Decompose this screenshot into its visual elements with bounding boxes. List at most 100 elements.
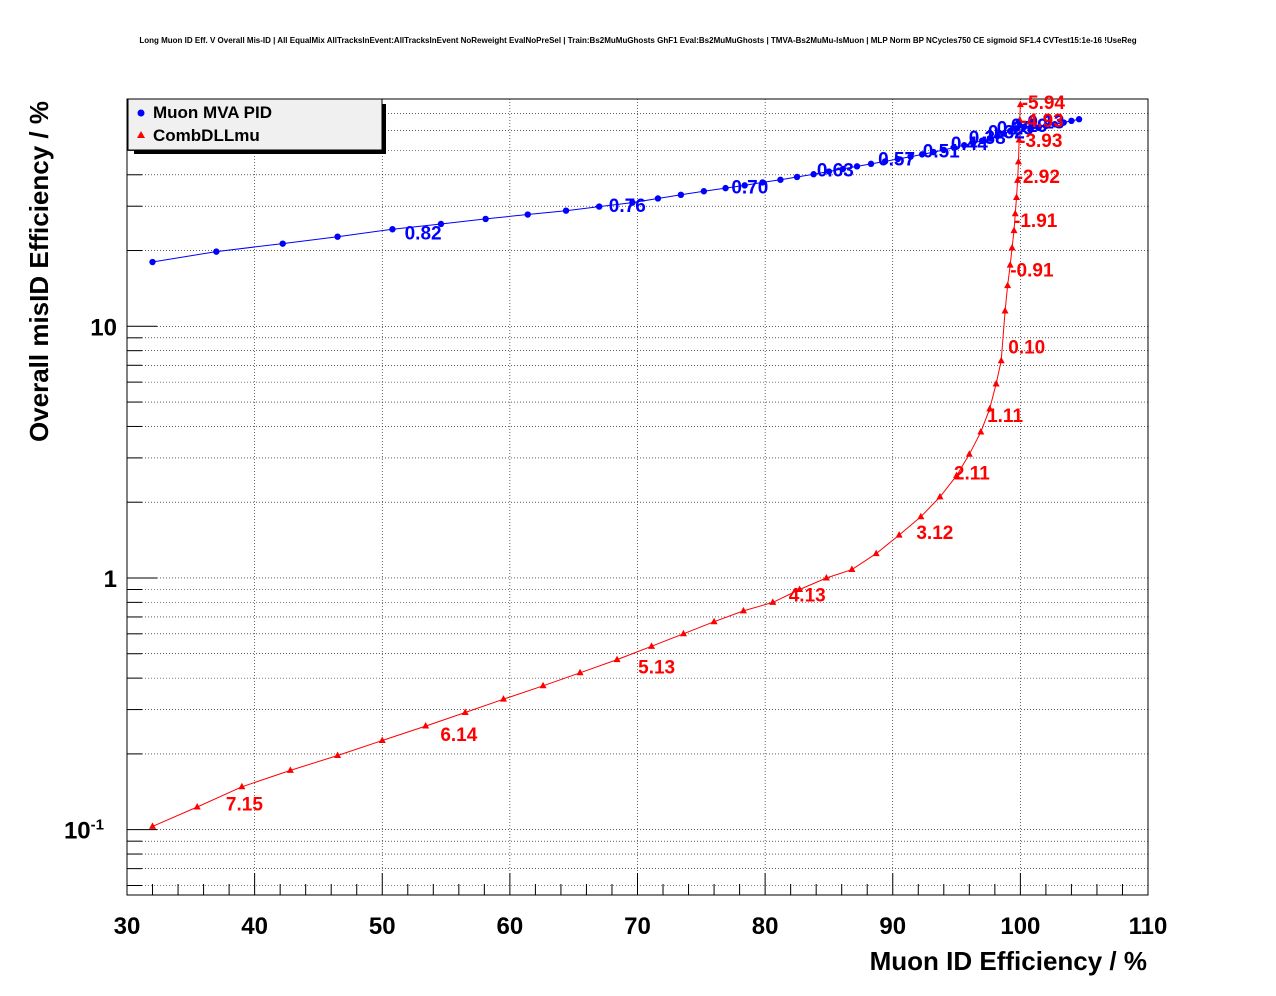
legend-label-muon-mva: Muon MVA PID <box>153 103 272 122</box>
point-label: 4.13 <box>789 585 826 606</box>
data-point <box>839 165 847 173</box>
legend-label-combdllmu: CombDLLmu <box>153 126 260 145</box>
point-label: -5.94 <box>1022 93 1066 114</box>
data-point <box>867 160 875 168</box>
x-tick-label: 40 <box>241 913 268 940</box>
data-point <box>482 215 489 223</box>
data-point <box>677 191 685 199</box>
data-point <box>1068 117 1075 125</box>
data-point <box>576 668 584 676</box>
data-point <box>422 722 430 729</box>
data-point <box>965 450 973 457</box>
data-point <box>994 132 1001 140</box>
point-label: 0.38 <box>969 128 1006 149</box>
point-label: 0.13 <box>1027 113 1064 134</box>
data-point <box>739 606 747 614</box>
grid <box>127 98 1148 895</box>
point-label: 0.51 <box>923 141 960 162</box>
data-point <box>629 199 636 206</box>
data-point <box>213 248 220 255</box>
data-point <box>918 151 926 158</box>
x-tick-label: 90 <box>879 913 906 940</box>
plot-frame <box>126 98 1149 896</box>
data-point <box>953 471 961 479</box>
data-point <box>825 168 833 175</box>
point-label: 2.11 <box>954 464 990 485</box>
x-tick-label: 100 <box>1000 913 1040 940</box>
x-tick-label: 50 <box>369 913 396 940</box>
data-point <box>562 207 570 214</box>
data-point <box>961 142 968 149</box>
data-point <box>848 565 856 573</box>
data-point <box>986 135 993 142</box>
data-point <box>1006 127 1014 135</box>
data-point <box>940 146 947 154</box>
legend-marker-combdllmu <box>137 131 145 138</box>
data-point <box>613 655 621 663</box>
data-point <box>710 617 718 625</box>
data-point <box>149 258 156 266</box>
data-point <box>679 629 687 637</box>
data-point <box>539 681 547 689</box>
point-label: 0.63 <box>817 160 854 181</box>
point-label: 0.32 <box>988 122 1025 143</box>
data-point <box>1010 226 1018 234</box>
series-combdllmu <box>149 100 1024 829</box>
data-point <box>1016 100 1024 108</box>
data-point <box>1001 307 1009 314</box>
point-label: -0.91 <box>1010 261 1054 282</box>
data-point <box>334 233 341 240</box>
point-label: 1.11 <box>987 406 1023 427</box>
point-label: 7.15 <box>226 795 263 816</box>
point-label: 0.10 <box>1008 338 1045 359</box>
data-point <box>907 153 914 160</box>
point-label: 0.19 <box>1011 116 1048 137</box>
data-point <box>1060 119 1067 126</box>
x-tick-label: 60 <box>497 913 524 940</box>
data-point <box>741 182 748 189</box>
data-point <box>1021 123 1028 131</box>
x-tick-label: 30 <box>114 913 141 940</box>
data-point <box>238 782 246 790</box>
data-point <box>648 642 656 649</box>
data-point <box>1014 157 1022 165</box>
data-point <box>1012 125 1019 132</box>
data-point <box>1008 243 1016 251</box>
point-label: 5.13 <box>638 657 675 678</box>
data-point <box>524 211 531 218</box>
legend: Muon MVA PID CombDLLmu <box>127 98 386 154</box>
data-point <box>654 195 662 202</box>
point-label: 0.76 <box>609 196 646 217</box>
data-point <box>1075 116 1083 123</box>
point-label: -3.93 <box>1019 131 1062 152</box>
data-point <box>1006 261 1014 268</box>
x-axis-title: Muon ID Efficiency / % <box>870 946 1147 976</box>
data-point <box>872 549 880 557</box>
data-point <box>389 226 396 233</box>
data-point <box>1004 281 1012 289</box>
data-point <box>978 137 986 144</box>
data-point <box>193 803 201 810</box>
point-label: 0.82 <box>405 223 442 244</box>
point-label: 3.12 <box>916 523 953 544</box>
y-tick-label: 1 <box>104 566 117 593</box>
data-point <box>499 695 507 702</box>
data-point <box>769 598 777 605</box>
point-label: -1.91 <box>1014 211 1058 232</box>
data-point <box>1016 116 1024 123</box>
data-point <box>1014 176 1022 183</box>
x-tick-label: 70 <box>624 913 651 940</box>
data-point <box>700 188 708 195</box>
series <box>149 100 1083 829</box>
data-point <box>853 163 861 170</box>
y-tick-label: 10 <box>90 314 117 341</box>
data-point <box>997 356 1005 364</box>
data-point <box>1000 130 1007 137</box>
chart-title: Long Muon ID Eff. V Overall Mis-ID | All… <box>139 36 1136 45</box>
data-point <box>461 708 469 716</box>
data-point <box>437 220 445 228</box>
point-labels: 0.82 0.76 0.70 0.63 0.57 0.510.440.380.320.25… <box>226 93 1066 816</box>
